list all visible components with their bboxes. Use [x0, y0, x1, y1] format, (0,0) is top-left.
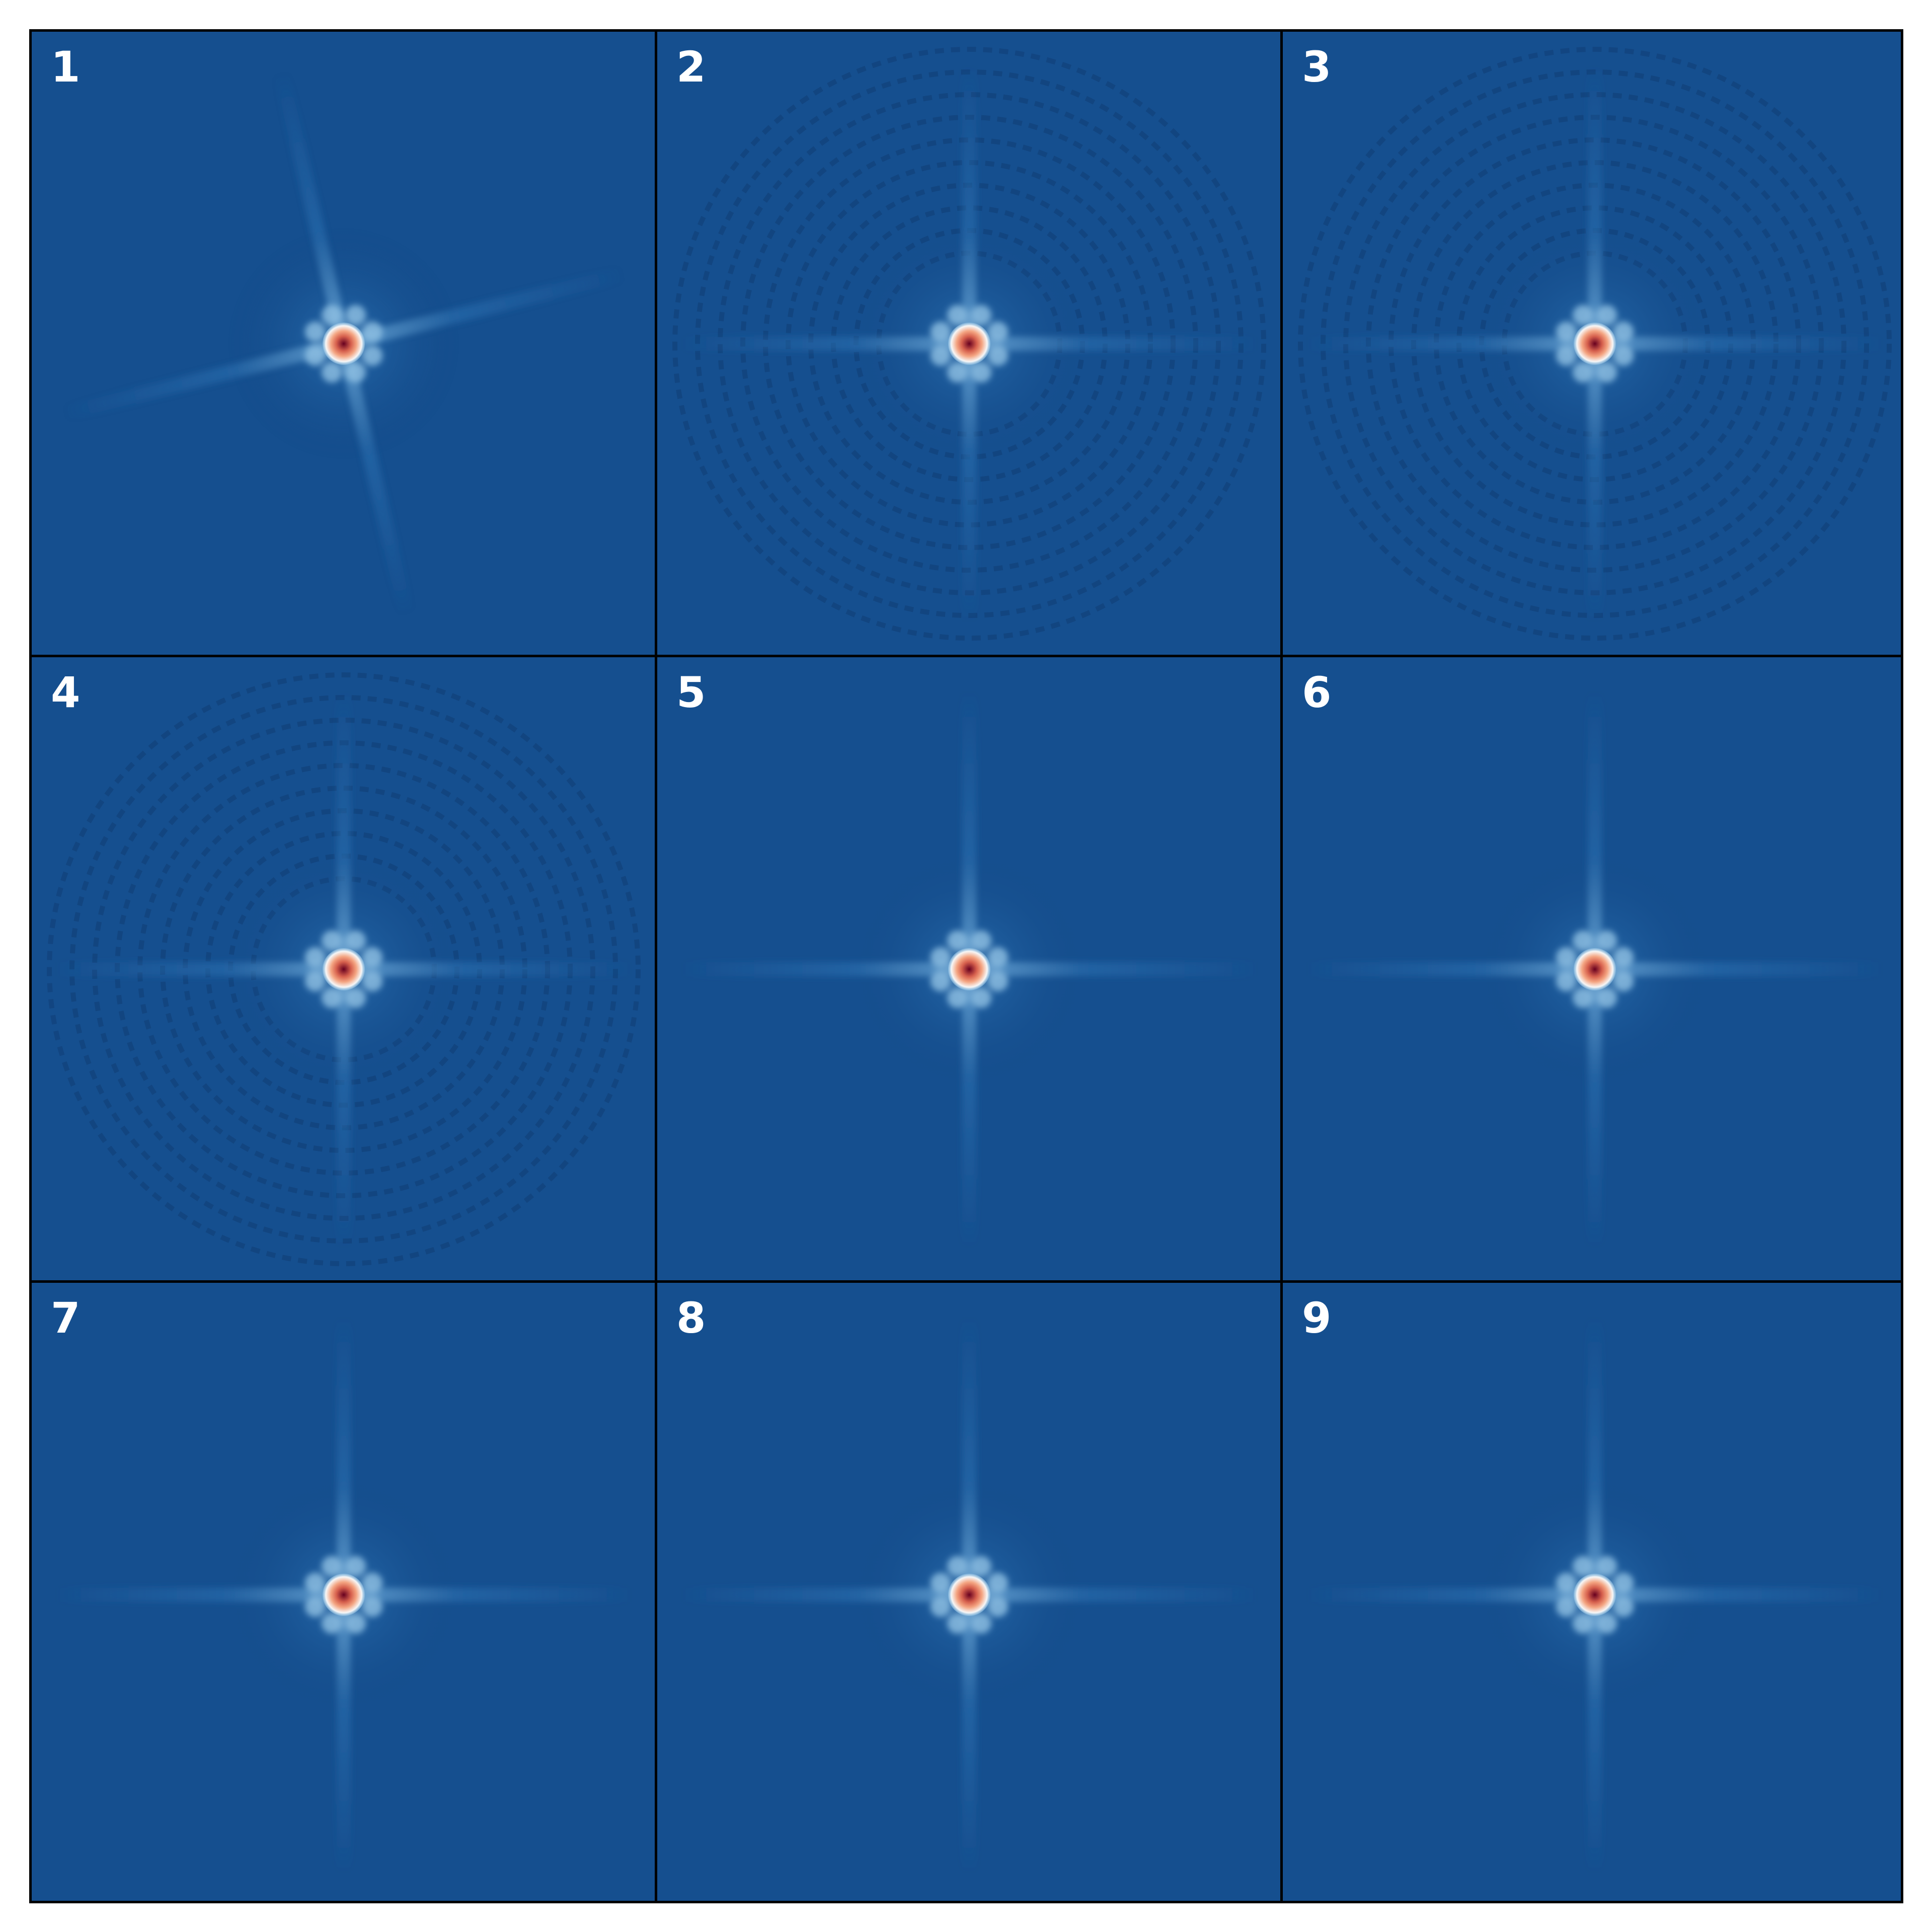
psf-image-6: [1283, 657, 1901, 1280]
psf-petals: [304, 1556, 383, 1634]
psf-image-4: [32, 657, 655, 1280]
grid-divider-horizontal: [32, 1280, 1901, 1283]
psf-petals: [1556, 304, 1634, 383]
psf-petals: [1556, 930, 1634, 1009]
psf-panel-1: 1: [32, 32, 655, 655]
psf-image-2: [657, 32, 1280, 655]
psf-petals: [304, 304, 383, 383]
psf-image-3: [1283, 32, 1901, 655]
grid-divider-vertical: [655, 32, 657, 1901]
panel-label: 7: [51, 1293, 81, 1343]
panel-label: 2: [676, 42, 706, 92]
psf-core: [323, 1574, 365, 1616]
grid-divider-vertical: [1280, 32, 1283, 1901]
psf-image-grid: 1 2 3 4 5 6 7 8 9: [29, 29, 1903, 1903]
panel-label: 4: [51, 668, 81, 717]
psf-core: [1574, 323, 1616, 365]
psf-petals: [930, 304, 1009, 383]
psf-panel-2: 2: [657, 32, 1280, 655]
psf-image-9: [1283, 1283, 1901, 1901]
psf-panel-5: 5: [657, 657, 1280, 1280]
psf-petals: [930, 930, 1009, 1009]
psf-core: [948, 323, 990, 365]
psf-panel-6: 6: [1283, 657, 1901, 1280]
panel-label: 5: [676, 668, 706, 717]
psf-petals: [930, 1556, 1009, 1634]
psf-core: [1574, 948, 1616, 990]
panel-label: 1: [51, 42, 81, 92]
psf-image-5: [657, 657, 1280, 1280]
panel-label: 6: [1302, 668, 1332, 717]
psf-panel-8: 8: [657, 1283, 1280, 1901]
panel-label: 9: [1302, 1293, 1332, 1343]
grid-divider-horizontal: [32, 655, 1901, 657]
psf-panel-9: 9: [1283, 1283, 1901, 1901]
panel-label: 3: [1302, 42, 1332, 92]
psf-image-7: [32, 1283, 655, 1901]
psf-panel-4: 4: [32, 657, 655, 1280]
psf-petals: [1556, 1556, 1634, 1634]
psf-petals: [304, 930, 383, 1009]
psf-core: [948, 948, 990, 990]
psf-core: [1574, 1574, 1616, 1616]
panel-label: 8: [676, 1293, 706, 1343]
psf-panel-3: 3: [1283, 32, 1901, 655]
psf-core: [323, 323, 365, 365]
psf-core: [948, 1574, 990, 1616]
psf-panel-7: 7: [32, 1283, 655, 1901]
psf-image-1: [32, 32, 655, 655]
psf-core: [323, 948, 365, 990]
psf-image-8: [657, 1283, 1280, 1901]
